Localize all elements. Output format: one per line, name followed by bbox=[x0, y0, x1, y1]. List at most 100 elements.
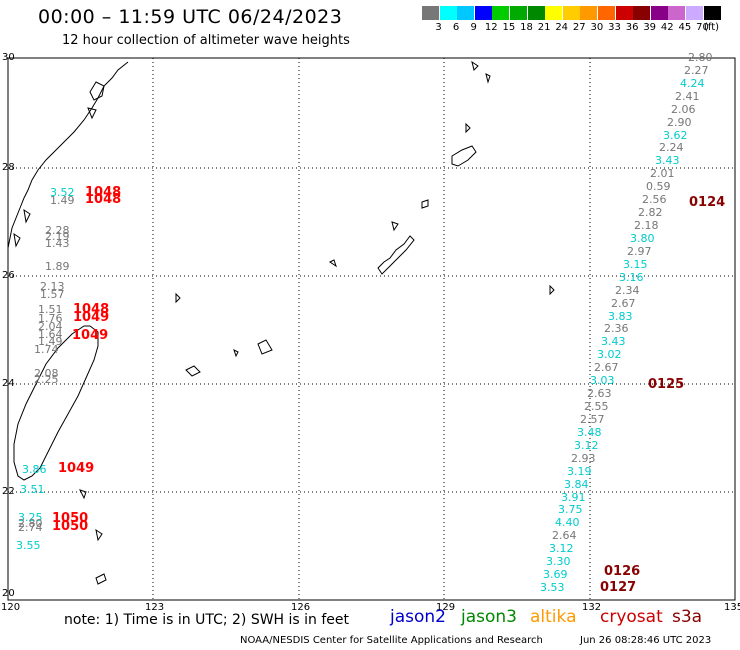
wave-height-label: 3.12 bbox=[574, 439, 599, 452]
note-text: note: 1) Time is in UTC; 2) SWH is in fe… bbox=[64, 612, 350, 628]
legend-unit: (ft) bbox=[704, 22, 720, 33]
wave-height-label: 2.97 bbox=[627, 245, 652, 258]
legend-swatch bbox=[474, 6, 492, 20]
wave-height-label: 2.36 bbox=[604, 322, 629, 335]
legend-label: 12 bbox=[484, 22, 498, 33]
lon-label: 135 bbox=[724, 602, 740, 613]
color-legend: (ft) 3 6 9 12 15 18 21 24 27 30 33 36 39 42 45 70 bbox=[422, 6, 728, 34]
pass-label: 1050 bbox=[52, 511, 89, 526]
legend-swatch bbox=[633, 6, 651, 20]
legend-swatch bbox=[686, 6, 703, 20]
footer-credit: NOAA/NESDIS Center for Satellite Applica… bbox=[240, 635, 543, 646]
wave-height-label: 3.69 bbox=[543, 568, 568, 581]
wave-height-label: 3.51 bbox=[20, 483, 45, 496]
footer-timestamp: Jun 26 08:28:46 UTC 2023 bbox=[580, 635, 712, 646]
lon-label: 120 bbox=[1, 602, 21, 613]
map-frame bbox=[7, 57, 736, 601]
wave-height-label: 2.41 bbox=[675, 90, 700, 103]
legend-label: 30 bbox=[590, 22, 604, 33]
wave-height-label: 1.49 bbox=[50, 194, 75, 207]
lat-label: 20 bbox=[2, 588, 15, 599]
wave-height-label: 1.49 bbox=[38, 335, 63, 348]
pass-label: 1049 bbox=[73, 310, 110, 325]
lat-label: 28 bbox=[2, 162, 15, 173]
legend-label: 21 bbox=[537, 22, 551, 33]
wave-height-label: 3.02 bbox=[597, 348, 622, 361]
wave-height-label: 2.18 bbox=[634, 219, 659, 232]
pass-label: 1048 bbox=[85, 185, 122, 200]
legend-label: 3 bbox=[435, 22, 442, 33]
wave-height-label: 1.43 bbox=[45, 237, 70, 250]
wave-height-label: 2.56 bbox=[642, 193, 667, 206]
map-title: 00:00 – 11:59 UTC 06/24/2023 bbox=[38, 6, 343, 28]
legend-swatch bbox=[650, 6, 668, 20]
wave-height-label: 2.67 bbox=[594, 361, 619, 374]
wave-height-label: 3.43 bbox=[601, 335, 626, 348]
legend-label: 15 bbox=[502, 22, 516, 33]
wave-height-label: 2.80 bbox=[688, 51, 713, 64]
satellite-jason2: jason2 bbox=[390, 607, 446, 627]
wave-height-label: 3.91 bbox=[561, 491, 586, 504]
wave-height-label: 3.19 bbox=[567, 465, 592, 478]
legend-label: 27 bbox=[572, 22, 586, 33]
wave-height-label: 2.24 bbox=[659, 141, 684, 154]
wave-height-label: 3.16 bbox=[619, 271, 644, 284]
pass-label: 1049 bbox=[58, 461, 95, 476]
wave-height-label: 2.13 bbox=[40, 280, 65, 293]
legend-label: 70 bbox=[696, 22, 709, 33]
wave-height-label: 3.43 bbox=[655, 154, 680, 167]
legend-label: 33 bbox=[608, 22, 621, 33]
lon-label: 129 bbox=[436, 602, 456, 613]
wave-height-label: 3.52 bbox=[50, 186, 75, 199]
wave-height-label: 4.24 bbox=[680, 77, 705, 90]
wave-height-label: 2.01 bbox=[650, 167, 675, 180]
wave-height-label: 3.86 bbox=[22, 463, 47, 476]
wave-height-label: 2.34 bbox=[615, 284, 640, 297]
legend-swatch bbox=[562, 6, 580, 20]
legend-label: 18 bbox=[520, 22, 533, 33]
wave-height-label: 3.15 bbox=[623, 258, 648, 271]
wave-height-label: 3.84 bbox=[564, 478, 589, 491]
legend-label: 36 bbox=[625, 22, 639, 33]
lat-label: 26 bbox=[2, 270, 15, 281]
pass-label: 0127 bbox=[600, 580, 637, 595]
wave-height-label: 3.75 bbox=[558, 503, 583, 516]
wave-height-label: 3.80 bbox=[630, 232, 655, 245]
wave-height-label: 2.08 bbox=[34, 367, 59, 380]
wave-height-label: 2.64 bbox=[552, 529, 577, 542]
satellite-cryosat: cryosat bbox=[600, 607, 663, 627]
wave-height-label: 2.82 bbox=[638, 206, 663, 219]
map-subtitle: 12 hour collection of altimeter wave hei… bbox=[62, 33, 350, 48]
legend-swatch bbox=[668, 6, 686, 20]
wave-height-label: 0.59 bbox=[646, 180, 671, 193]
legend-swatch bbox=[703, 6, 721, 20]
legend-swatch bbox=[439, 6, 457, 20]
pass-label: 0126 bbox=[604, 564, 641, 579]
legend-label: 42 bbox=[660, 22, 674, 33]
pass-label: 1048 bbox=[73, 302, 110, 317]
pass-label: 1049 bbox=[72, 328, 109, 343]
wave-height-label: 3.55 bbox=[16, 539, 41, 552]
pass-label: 1050 bbox=[52, 519, 89, 534]
legend-swatch bbox=[580, 6, 598, 20]
legend-label: 9 bbox=[470, 22, 477, 33]
wave-height-label: 1.64 bbox=[38, 328, 63, 341]
legend-swatch bbox=[598, 6, 615, 20]
wave-height-label: 2.63 bbox=[587, 387, 612, 400]
wave-height-label: 3.83 bbox=[608, 310, 633, 323]
lon-label: 126 bbox=[291, 602, 311, 613]
wave-height-label: 2.06 bbox=[671, 103, 696, 116]
wave-height-label: 1.57 bbox=[40, 288, 65, 301]
wave-height-label: 2.19 bbox=[45, 230, 70, 243]
wave-height-label: 1.89 bbox=[45, 260, 70, 273]
legend-swatch bbox=[492, 6, 510, 20]
lat-label: 30 bbox=[2, 52, 15, 63]
legend-swatch bbox=[422, 6, 439, 20]
wave-height-label: 2.57 bbox=[580, 413, 605, 426]
pass-label: 0125 bbox=[648, 377, 685, 392]
wave-height-label: 3.62 bbox=[663, 129, 688, 142]
legend-swatch bbox=[510, 6, 527, 20]
lon-label: 132 bbox=[582, 602, 602, 613]
legend-label: 39 bbox=[643, 22, 657, 33]
